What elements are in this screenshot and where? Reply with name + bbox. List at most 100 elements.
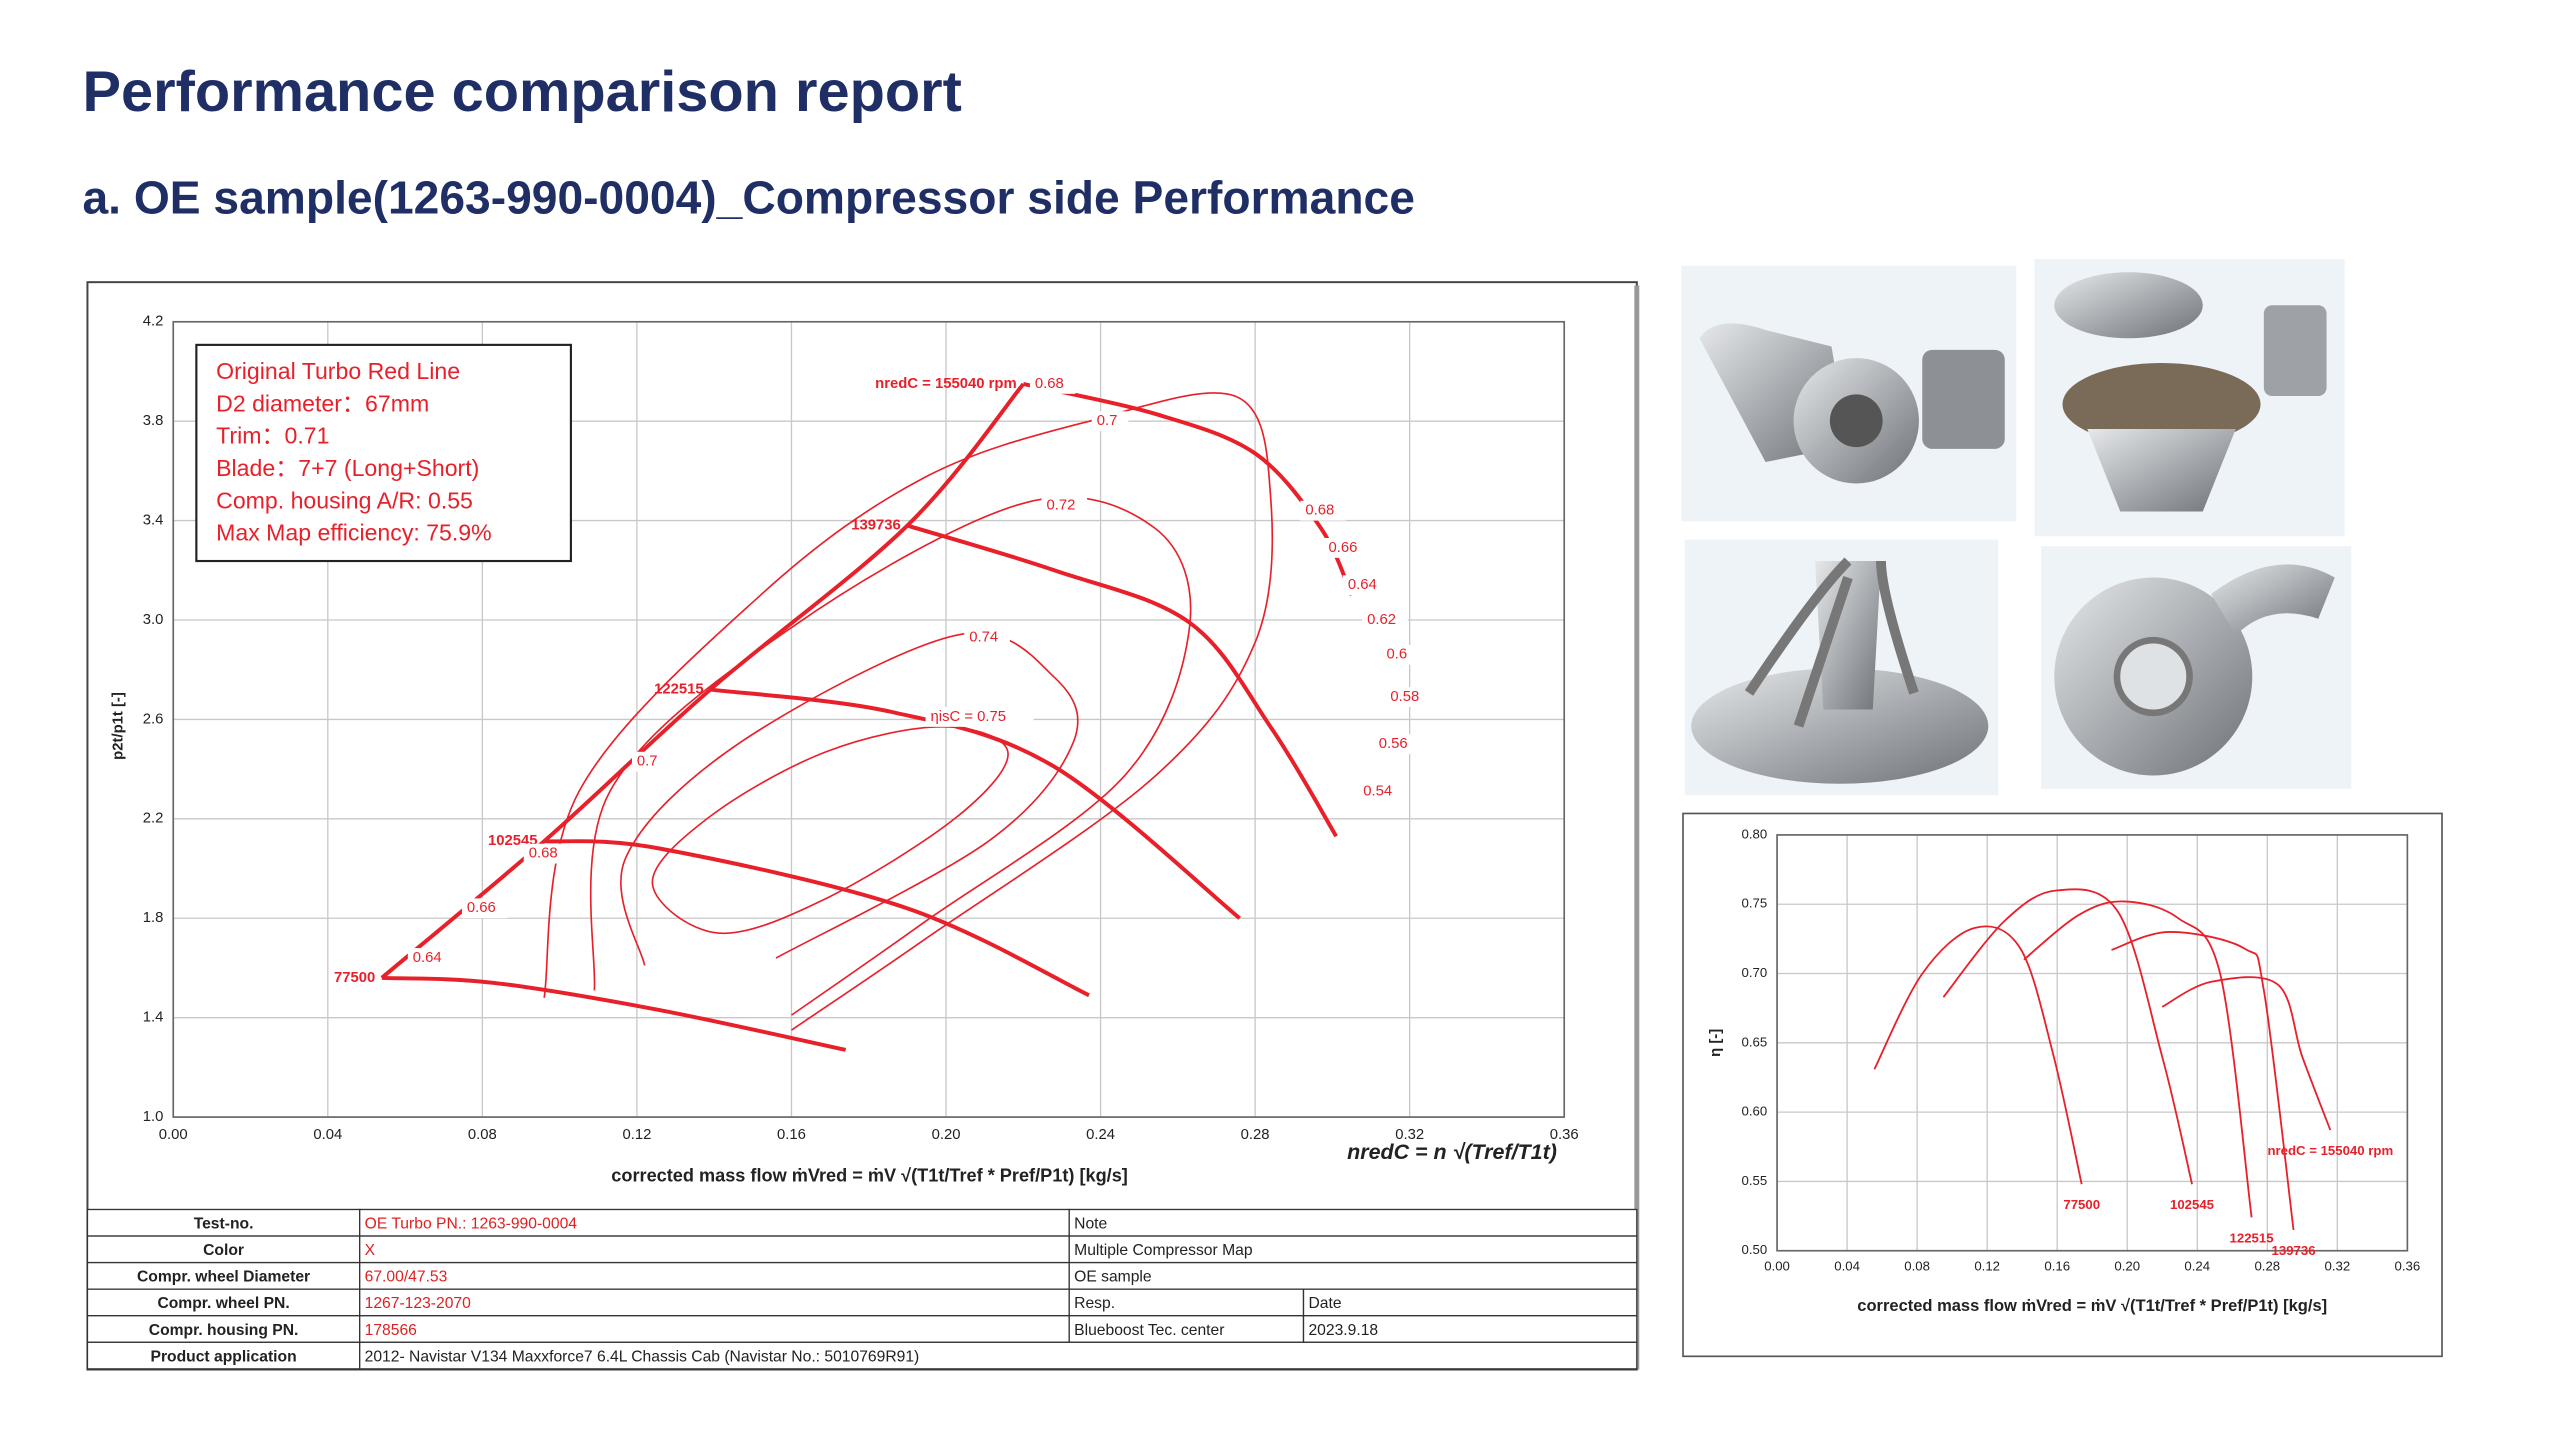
x-tick-label: 0.28 bbox=[1241, 1127, 1270, 1143]
annotation-bg bbox=[1041, 495, 1088, 516]
photo-compressor-housing bbox=[2041, 546, 2352, 789]
speed-line bbox=[710, 687, 1241, 920]
x-tick-label: 0.04 bbox=[313, 1127, 342, 1143]
info-line: D2 diameter：67mm bbox=[216, 390, 429, 416]
x-tick-label: 0.24 bbox=[2184, 1259, 2210, 1274]
annotation-bg bbox=[1342, 575, 1389, 596]
x-tick-label: 0.00 bbox=[1764, 1259, 1790, 1274]
spec-table: Test-no. OE Turbo PN.: 1263-990-0004 Note C… bbox=[86, 1208, 1638, 1370]
x-tick-label: 0.36 bbox=[2395, 1259, 2421, 1274]
speed-label: 122515 bbox=[654, 682, 704, 698]
annotation-bg bbox=[1029, 374, 1076, 394]
speed-line bbox=[544, 839, 1090, 998]
efficiency-curve bbox=[2023, 900, 2253, 1218]
efficiency-curve bbox=[2161, 976, 2332, 1131]
table-text: X bbox=[365, 1242, 376, 1259]
annotation-bg bbox=[631, 751, 669, 772]
speed-label: 102545 bbox=[2170, 1197, 2214, 1212]
efficiency-label: 0.64 bbox=[413, 950, 442, 966]
annotation-bg bbox=[1091, 411, 1129, 432]
efficiency-label: 0.66 bbox=[467, 900, 496, 916]
info-line: Comp. housing A/R: 0.55 bbox=[216, 487, 473, 513]
efficiency-label: 0.68 bbox=[529, 846, 558, 862]
table-cell bbox=[86, 1261, 361, 1290]
annotation-bg bbox=[1358, 781, 1404, 802]
y-tick-label: 0.55 bbox=[1741, 1173, 1767, 1188]
annotation-bg bbox=[461, 898, 508, 919]
table-text: Compr. wheel Diameter bbox=[137, 1269, 310, 1286]
x-tick-label: 0.32 bbox=[2325, 1259, 2351, 1274]
table-cell bbox=[359, 1315, 1070, 1343]
table-text: 67.00/47.53 bbox=[365, 1269, 448, 1286]
speed-label: 77500 bbox=[2063, 1197, 2100, 1212]
table-text: Note bbox=[1074, 1216, 1107, 1233]
y-axis-title: η [-] bbox=[1708, 1029, 1724, 1057]
table-cell bbox=[1068, 1261, 1638, 1290]
y-tick-label: 0.65 bbox=[1741, 1034, 1767, 1049]
table-cell bbox=[1068, 1208, 1638, 1237]
table-text: Color bbox=[203, 1242, 244, 1259]
table-text: OE Turbo PN.: 1263-990-0004 bbox=[365, 1216, 578, 1233]
speed-formula: nredC = n √(Tref/T1t) bbox=[1347, 1140, 1557, 1164]
y-tick-label: 0.75 bbox=[1741, 896, 1767, 911]
x-tick-label: 0.16 bbox=[2044, 1259, 2070, 1274]
photo-compressor-wheel bbox=[1684, 539, 1999, 796]
efficiency-contour bbox=[651, 726, 1009, 935]
table-text: 1267-123-2070 bbox=[365, 1295, 471, 1312]
annotation-bg bbox=[1300, 500, 1346, 521]
info-box bbox=[195, 343, 572, 563]
table-cell bbox=[86, 1235, 361, 1264]
surge-line bbox=[380, 382, 1025, 980]
page-title: Performance comparison report bbox=[83, 60, 962, 124]
annotation-bg bbox=[1362, 610, 1408, 630]
efficiency-label: 0.68 bbox=[1035, 376, 1064, 392]
annotation-bg bbox=[523, 843, 570, 864]
efficiency-contour bbox=[589, 496, 1192, 1016]
efficiency-label: 0.68 bbox=[1305, 503, 1334, 519]
x-tick-label: 0.08 bbox=[468, 1127, 497, 1143]
speed-label: 139736 bbox=[2272, 1243, 2316, 1258]
annotation-bg bbox=[1385, 687, 1431, 707]
efficiency-curve bbox=[2111, 931, 2295, 1231]
x-tick-label: 0.12 bbox=[622, 1127, 651, 1143]
y-tick-label: 0.80 bbox=[1741, 826, 1767, 841]
annotation-bg bbox=[925, 707, 1034, 727]
page-subtitle: a. OE sample(1263-990-0004)_Compressor s… bbox=[83, 172, 1415, 224]
y-tick-label: 2.2 bbox=[143, 811, 164, 827]
speed-line bbox=[381, 975, 847, 1052]
speed-label: 139736 bbox=[851, 517, 901, 533]
plot-border bbox=[172, 320, 1566, 1118]
info-line: Trim：0.71 bbox=[216, 423, 329, 449]
table-cell bbox=[1068, 1315, 1305, 1343]
efficiency-label: 0.7 bbox=[1097, 413, 1118, 429]
efficiency-label: 0.56 bbox=[1379, 736, 1408, 752]
table-text: 2023.9.18 bbox=[1308, 1322, 1378, 1339]
x-tick-label: 0.16 bbox=[777, 1127, 806, 1143]
table-cell bbox=[359, 1341, 1638, 1370]
efficiency-label: 0.6 bbox=[1386, 647, 1407, 663]
table-cell bbox=[359, 1288, 1070, 1317]
photo-turbo-side bbox=[1681, 265, 2017, 522]
speed-label: nredC = 155040 rpm bbox=[2267, 1143, 2393, 1158]
x-axis-title: corrected mass flow ṁVred = ṁV √(T1t/Tre… bbox=[611, 1165, 1128, 1185]
x-tick-label: 0.32 bbox=[1395, 1127, 1424, 1143]
annotation-bg bbox=[1373, 734, 1420, 755]
photo-turbo-top bbox=[2034, 259, 2345, 537]
efficiency-label: 0.66 bbox=[1329, 540, 1358, 556]
table-cell bbox=[359, 1235, 1070, 1264]
efficiency-label: 0.58 bbox=[1390, 689, 1419, 705]
x-tick-label: 0.00 bbox=[159, 1127, 188, 1143]
y-tick-label: 0.60 bbox=[1741, 1104, 1767, 1119]
efficiency-label: 0.7 bbox=[637, 754, 658, 770]
table-text: Resp. bbox=[1074, 1295, 1115, 1312]
y-tick-label: 4.2 bbox=[143, 314, 164, 330]
efficiency-label: 0.72 bbox=[1046, 498, 1075, 514]
compressor-map: 0.00 0.04 0.08 0.12 0.16 0.20 0.24 0.28 0.32 0.36… bbox=[111, 314, 1579, 1186]
speed-label: nredC = 155040 rpm bbox=[875, 376, 1017, 392]
x-tick-label: 0.36 bbox=[1550, 1127, 1579, 1143]
annotation-bg bbox=[1323, 538, 1370, 558]
y-tick-label: 2.6 bbox=[143, 711, 164, 727]
y-tick-label: 1.8 bbox=[143, 910, 164, 926]
